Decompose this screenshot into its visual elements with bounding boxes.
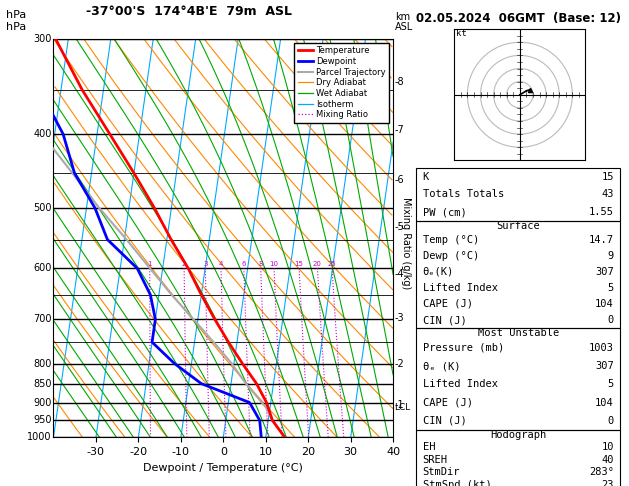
Text: 307: 307 (595, 361, 614, 371)
Text: Lifted Index: Lifted Index (423, 283, 498, 293)
Text: 25: 25 (328, 261, 337, 267)
Text: 23: 23 (601, 480, 614, 486)
Text: K: K (423, 172, 429, 182)
Text: θₑ(K): θₑ(K) (423, 267, 454, 277)
Text: 8: 8 (259, 261, 263, 267)
Text: SREH: SREH (423, 454, 448, 465)
Text: CIN (J): CIN (J) (423, 416, 466, 426)
X-axis label: Dewpoint / Temperature (°C): Dewpoint / Temperature (°C) (143, 463, 303, 473)
Text: 5: 5 (608, 380, 614, 389)
Text: 900: 900 (33, 398, 52, 408)
Text: 500: 500 (33, 203, 52, 213)
Text: CAPE (J): CAPE (J) (423, 398, 472, 408)
Text: -37°00'S  174°4B'E  79m  ASL: -37°00'S 174°4B'E 79m ASL (86, 5, 292, 18)
Text: 104: 104 (595, 398, 614, 408)
Text: 700: 700 (33, 314, 52, 324)
Text: -6: -6 (394, 175, 404, 185)
Text: Surface: Surface (496, 222, 540, 231)
Text: 1: 1 (147, 261, 152, 267)
Text: Pressure (mb): Pressure (mb) (423, 343, 504, 353)
Text: 950: 950 (33, 416, 52, 425)
Text: 1000: 1000 (27, 433, 52, 442)
Text: 0: 0 (608, 315, 614, 325)
Text: -8: -8 (394, 77, 404, 87)
Bar (416, 430, 620, 486)
Text: km
ASL: km ASL (395, 12, 413, 32)
Legend: Temperature, Dewpoint, Parcel Trajectory, Dry Adiabat, Wet Adiabat, Isotherm, Mi: Temperature, Dewpoint, Parcel Trajectory… (294, 43, 389, 122)
Text: 3: 3 (203, 261, 208, 267)
Text: Hodograph: Hodograph (490, 431, 547, 440)
Text: 20: 20 (313, 261, 322, 267)
Text: 43: 43 (601, 190, 614, 199)
Text: 307: 307 (595, 267, 614, 277)
Text: 1003: 1003 (589, 343, 614, 353)
Text: -5: -5 (394, 222, 404, 232)
Text: 850: 850 (33, 379, 52, 389)
Text: -3: -3 (394, 313, 404, 323)
Text: LCL: LCL (394, 403, 411, 412)
Text: hPa: hPa (6, 10, 26, 20)
Text: 104: 104 (595, 299, 614, 309)
Text: 4: 4 (219, 261, 223, 267)
Text: 40: 40 (601, 454, 614, 465)
Text: 0: 0 (608, 416, 614, 426)
Text: Lifted Index: Lifted Index (423, 380, 498, 389)
Text: 10: 10 (269, 261, 279, 267)
Text: 10: 10 (601, 442, 614, 452)
Text: Most Unstable: Most Unstable (477, 329, 559, 338)
Text: hPa: hPa (6, 21, 26, 32)
Text: Mixing Ratio (g/kg): Mixing Ratio (g/kg) (401, 197, 411, 289)
Bar (416, 328, 620, 430)
Text: kt: kt (455, 29, 466, 38)
Text: 14.7: 14.7 (589, 235, 614, 245)
Text: 283°: 283° (589, 467, 614, 477)
Text: 600: 600 (33, 263, 52, 273)
Text: 300: 300 (33, 34, 52, 44)
Text: Temp (°C): Temp (°C) (423, 235, 479, 245)
Text: Totals Totals: Totals Totals (423, 190, 504, 199)
Text: EH: EH (423, 442, 435, 452)
Text: CIN (J): CIN (J) (423, 315, 466, 325)
Text: 9: 9 (608, 251, 614, 261)
Text: 2: 2 (182, 261, 186, 267)
Text: -2: -2 (394, 359, 404, 368)
Text: 15: 15 (294, 261, 303, 267)
Bar (416, 221, 620, 328)
Text: -4: -4 (394, 269, 404, 279)
Text: 6: 6 (242, 261, 246, 267)
Text: -1: -1 (394, 400, 404, 410)
Text: StmSpd (kt): StmSpd (kt) (423, 480, 491, 486)
Text: θₑ (K): θₑ (K) (423, 361, 460, 371)
Text: 400: 400 (33, 129, 52, 139)
Text: -7: -7 (394, 125, 404, 135)
Text: CAPE (J): CAPE (J) (423, 299, 472, 309)
Text: Dewp (°C): Dewp (°C) (423, 251, 479, 261)
Text: 02.05.2024  06GMT  (Base: 12): 02.05.2024 06GMT (Base: 12) (416, 12, 621, 25)
Text: 800: 800 (33, 359, 52, 368)
Bar (416, 168, 620, 221)
Text: 1.55: 1.55 (589, 207, 614, 217)
Text: 5: 5 (608, 283, 614, 293)
Text: StmDir: StmDir (423, 467, 460, 477)
Text: PW (cm): PW (cm) (423, 207, 466, 217)
Text: 15: 15 (601, 172, 614, 182)
